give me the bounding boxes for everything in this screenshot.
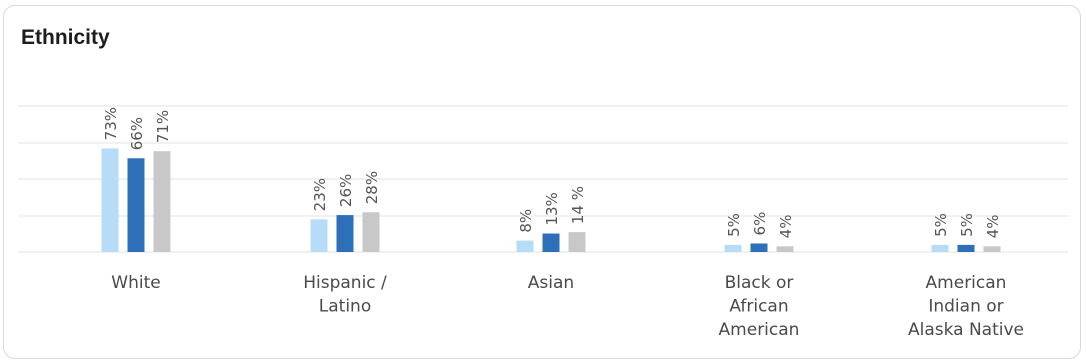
bar <box>516 240 534 252</box>
category-label: White <box>111 273 160 293</box>
bar <box>724 244 742 252</box>
bar-value-label: 5% <box>958 213 976 237</box>
bar <box>153 151 171 252</box>
bar <box>957 244 975 252</box>
bar-value-label: 4% <box>777 215 795 239</box>
bar <box>101 148 119 252</box>
card-title: Ethnicity <box>21 26 110 49</box>
bar-value-label: 71% <box>154 110 172 143</box>
category-label: American <box>926 273 1007 293</box>
category-label: Black or <box>725 273 794 293</box>
bar <box>362 212 380 252</box>
bar-value-label: 13% <box>543 192 561 225</box>
bar <box>310 219 328 252</box>
bar-value-label: 23% <box>311 178 329 211</box>
category-label: Alaska Native <box>908 320 1024 340</box>
bar-value-label: 26% <box>337 174 355 207</box>
bar-value-label: 6% <box>751 212 769 236</box>
bar-value-label: 4% <box>984 215 1002 239</box>
category-label: Hispanic / <box>303 273 387 293</box>
bar-value-label: 8% <box>517 209 535 233</box>
bar <box>983 246 1001 252</box>
category-label: Indian or <box>928 297 1003 317</box>
bar <box>127 158 145 252</box>
ethnicity-card: Ethnicity <box>3 5 1081 359</box>
bar <box>750 243 768 252</box>
bar-value-label: 28% <box>363 171 381 204</box>
bar <box>336 215 354 252</box>
bar-value-label: 66% <box>128 117 146 150</box>
bar-value-label: 14 % <box>569 186 587 224</box>
bar <box>776 246 794 252</box>
bar <box>931 244 949 252</box>
category-label: African <box>729 297 788 317</box>
category-label: Latino <box>319 297 371 317</box>
bar-value-label: 73% <box>102 107 120 140</box>
bar <box>542 233 560 252</box>
bar-value-label: 5% <box>725 213 743 237</box>
bar-value-label: 5% <box>932 213 950 237</box>
category-label: Asian <box>528 273 574 293</box>
category-label: American <box>719 320 800 340</box>
bar <box>568 232 586 252</box>
